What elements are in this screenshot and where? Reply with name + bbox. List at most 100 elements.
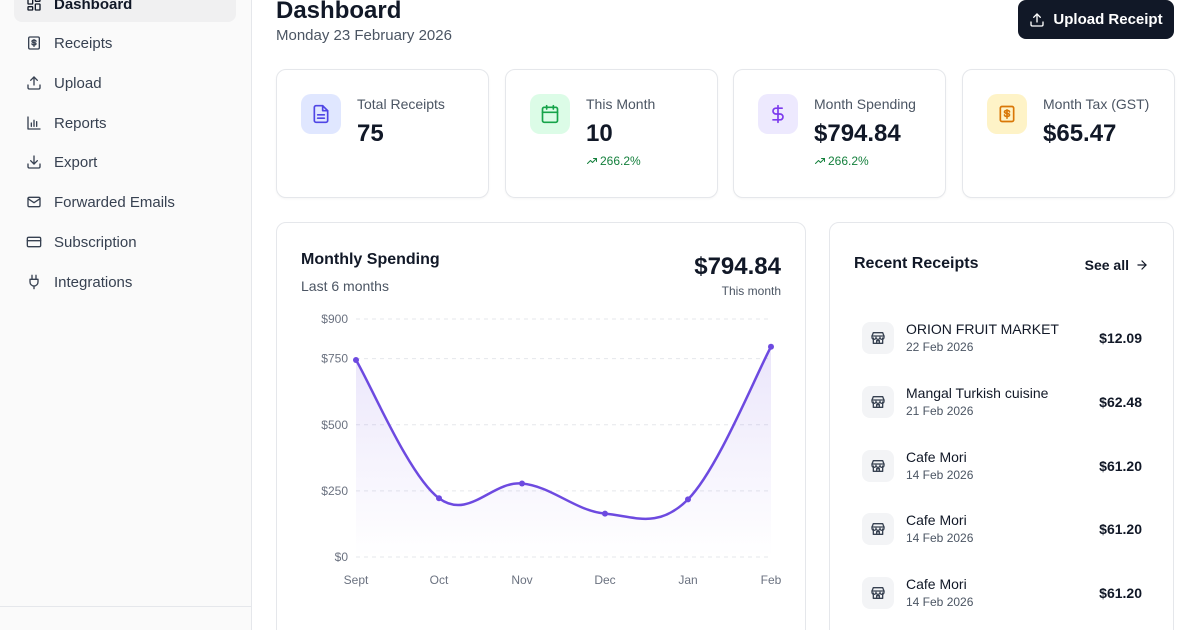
receipt-amount: $62.48 [1099,394,1142,410]
receipt-date: 14 Feb 2026 [906,531,974,545]
spending-chart: $0 $250 $500 $750 $900 Sept Oct Nov Dec Jan Feb [321,312,782,587]
arrow-right-icon [1137,260,1147,270]
see-all-link[interactable]: See all [1085,257,1149,273]
y-tick-label: $900 [321,312,348,326]
receipt-merchant: Cafe Mori [906,576,967,592]
data-point[interactable] [436,495,442,502]
data-point[interactable] [685,496,691,503]
monthly-spending-card: Monthly Spending Last 6 months $794.84 T… [276,222,806,630]
credit-card-icon [26,236,42,248]
y-tick-label: $250 [321,484,348,498]
receipt-dollar-icon [987,94,1027,134]
stat-label: Total Receipts [357,96,445,112]
trending-up-icon [815,158,825,164]
stat-change-value: 266.2% [828,154,869,168]
upload-icon [1030,12,1045,27]
chart-total: $794.84 [694,253,781,280]
x-tick-label: Nov [511,573,532,587]
store-icon [862,386,894,418]
recent-receipts-title: Recent Receipts [854,255,979,272]
chart-subtitle: Last 6 months [301,278,389,294]
receipt-amount: $12.09 [1099,330,1142,346]
receipt-merchant: Cafe Mori [906,449,967,465]
receipt-date: 14 Feb 2026 [906,595,974,609]
receipt-row[interactable]: Cafe Mori 14 Feb 2026 $61.20 [862,449,1142,489]
stat-card-this-month: This Month 10 266.2% [505,69,718,198]
receipt-amount: $61.20 [1099,521,1142,537]
store-icon [862,513,894,545]
receipt-row[interactable]: Cafe Mori 14 Feb 2026 $61.20 [862,512,1142,552]
receipt-amount: $61.20 [1099,458,1142,474]
calendar-icon [530,94,570,134]
data-point[interactable] [768,343,774,350]
y-tick-label: $0 [335,550,349,564]
sidebar-item-label: Subscription [54,233,137,251]
x-tick-label: Feb [761,573,782,587]
receipt-date: 21 Feb 2026 [906,404,974,418]
x-tick-label: Sept [344,573,369,587]
upload-receipt-label: Upload Receipt [1053,11,1163,28]
sidebar-item-subscription[interactable]: Subscription [14,224,236,260]
data-point[interactable] [353,356,359,363]
y-tick-label: $750 [321,352,348,366]
page-title: Dashboard [276,0,402,24]
sidebar-item-label: Receipts [54,34,113,52]
dollar-icon [758,94,798,134]
receipt-date: 14 Feb 2026 [906,468,974,482]
sidebar-item-forwarded-emails[interactable]: Forwarded Emails [14,184,236,220]
stat-change: 266.2% [586,154,641,168]
stat-value: $65.47 [1043,120,1117,147]
receipt-merchant: Cafe Mori [906,512,967,528]
store-icon [862,322,894,354]
sidebar-item-integrations[interactable]: Integrations [14,264,236,300]
receipt-merchant: ORION FRUIT MARKET [906,321,1059,337]
bar-chart-icon [27,116,41,130]
sidebar-item-reports[interactable]: Reports [14,105,236,141]
stat-change-value: 266.2% [600,154,641,168]
stat-label: This Month [586,96,656,112]
sidebar-item-receipts[interactable]: Receipts [14,25,236,61]
upload-receipt-button[interactable]: Upload Receipt [1018,0,1174,39]
data-point[interactable] [602,510,608,517]
sidebar-item-label: Reports [54,114,107,132]
stat-change: 266.2% [814,154,869,168]
store-icon [862,450,894,482]
sidebar-item-label: Forwarded Emails [54,193,175,211]
sidebar-item-export[interactable]: Export [14,144,236,180]
chart-total-caption: This month [721,284,781,298]
receipt-amount: $61.20 [1099,585,1142,601]
x-tick-label: Jan [678,573,697,587]
stat-value: 75 [357,120,384,147]
sidebar-item-label: Dashboard [54,0,133,13]
sidebar: Dashboard Receipts Upload Reports Export… [0,0,252,630]
receipt-row[interactable]: Mangal Turkish cuisine 21 Feb 2026 $62.4… [862,385,1142,425]
stat-label: Month Spending [814,96,916,112]
sidebar-divider [0,606,251,607]
download-icon [27,155,41,169]
page-date: Monday 23 February 2026 [276,27,452,44]
trending-up-icon [587,158,597,164]
sidebar-item-label: Export [54,153,98,171]
stat-card-month-tax: Month Tax (GST) $65.47 [962,69,1175,198]
plug-icon [29,274,39,290]
receipt-row[interactable]: ORION FRUIT MARKET 22 Feb 2026 $12.09 [862,321,1142,361]
layout-grid-icon [27,0,41,11]
y-tick-label: $500 [321,418,348,432]
file-text-icon [301,94,341,134]
receipt-icon [28,36,40,50]
recent-receipts-card: Recent Receipts See all ORION FRUIT MARK… [829,222,1174,630]
upload-icon [27,76,41,90]
receipt-date: 22 Feb 2026 [906,340,974,354]
x-tick-label: Oct [430,573,449,587]
sidebar-item-label: Upload [54,74,102,92]
receipt-merchant: Mangal Turkish cuisine [906,385,1049,401]
sidebar-item-dashboard[interactable]: Dashboard [14,0,236,22]
stat-label: Month Tax (GST) [1043,96,1150,112]
data-point[interactable] [519,480,525,487]
see-all-label: See all [1084,257,1129,273]
mail-icon [27,196,41,208]
spending-area [356,346,771,557]
stat-card-month-spending: Month Spending $794.84 266.2% [733,69,946,198]
receipt-row[interactable]: Cafe Mori 14 Feb 2026 $61.20 [862,576,1142,616]
sidebar-item-upload[interactable]: Upload [14,65,236,101]
